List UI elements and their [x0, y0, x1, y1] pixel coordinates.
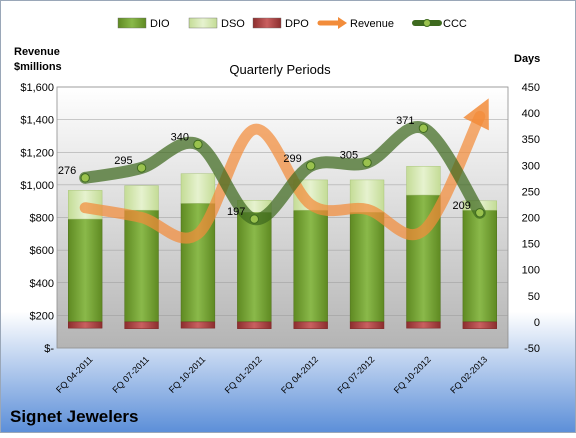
left-tick-label-8: $1,600 — [20, 82, 54, 94]
dio-bar-4 — [293, 209, 328, 323]
right-axis: -50 0 50 100 150 200 250 300 350 400 450 — [522, 82, 540, 355]
dpo-bar-5 — [349, 321, 385, 329]
right-tick-label-2: 50 — [528, 291, 540, 303]
ccc-point-2 — [193, 139, 203, 150]
dio-bar-5 — [349, 212, 385, 323]
ccc-point-7 — [475, 208, 485, 218]
line-layer — [79, 98, 489, 244]
right-tick-label-3: 100 — [522, 265, 540, 277]
dpo-bar-7 — [462, 321, 497, 329]
right-tick-label-6: 250 — [522, 186, 540, 198]
legend-label-dpo: DPO — [285, 18, 309, 30]
ccc-point-1 — [136, 163, 147, 173]
left-axis-label-line1: Revenue — [14, 46, 60, 58]
dpo-bar-3 — [237, 321, 272, 329]
dio-bar-1 — [124, 209, 159, 323]
ccc-point-3 — [249, 214, 260, 224]
legend-label-ccc: CCC — [443, 18, 467, 30]
ccc-data-label-0: 276 — [58, 165, 76, 177]
dpo-bar-6 — [406, 321, 441, 329]
ccc-point-4 — [305, 161, 316, 171]
dso-bar-1 — [124, 185, 159, 211]
ccc-data-label-2: 340 — [171, 131, 189, 143]
left-axis: $- $200 $400 $600 $800 $1,000 $1,200 $1,400 $1,6… — [20, 82, 54, 355]
right-tick-label-8: 350 — [522, 134, 540, 146]
right-tick-label-1: 0 — [534, 317, 540, 329]
dpo-bar-0 — [68, 321, 103, 329]
legend: DIO DSO DPO Revenue CCC — [117, 17, 467, 30]
dio-bar-3 — [237, 212, 272, 323]
left-tick-label-5: $1,000 — [20, 180, 54, 192]
left-tick-label-7: $1,400 — [20, 115, 54, 127]
data-label-layer: 276 295 340 197 299 305 371 209 — [58, 115, 471, 218]
ccc-data-label-5: 305 — [340, 150, 358, 162]
bar-layer — [68, 166, 497, 329]
revenue-line — [79, 98, 489, 244]
left-tick-label-0: $- — [44, 343, 54, 355]
legend-label-revenue: Revenue — [350, 18, 394, 30]
left-tick-label-6: $1,200 — [20, 147, 54, 159]
left-axis-label-line2: $millions — [14, 61, 62, 73]
ccc-data-label-1: 295 — [114, 155, 132, 167]
right-tick-label-5: 200 — [522, 213, 540, 225]
right-tick-label-10: 450 — [522, 82, 540, 94]
dpo-bar-1 — [124, 321, 159, 329]
right-axis-label: Days — [514, 53, 540, 65]
legend-dio-swatch — [117, 17, 147, 29]
legend-dso-swatch — [188, 17, 218, 29]
ccc-point-5 — [362, 157, 372, 168]
right-tick-label-9: 400 — [522, 108, 540, 120]
left-tick-label-2: $400 — [30, 278, 54, 290]
left-tick-label-3: $600 — [30, 245, 54, 257]
dio-bar-7 — [462, 209, 497, 323]
legend-dpo-swatch — [252, 17, 282, 29]
dpo-bar-2 — [180, 321, 216, 329]
ccc-data-label-3: 197 — [227, 206, 245, 218]
legend-ccc-marker — [423, 19, 431, 27]
ccc-point-6 — [418, 123, 429, 133]
right-tick-label-4: 150 — [522, 239, 540, 251]
ccc-data-label-4: 299 — [283, 153, 301, 165]
dso-bar-6 — [406, 166, 441, 196]
company-name: Signet Jewelers — [10, 407, 139, 426]
dso-bar-2 — [180, 173, 216, 204]
dio-bar-0 — [68, 218, 103, 323]
left-tick-label-4: $800 — [30, 213, 54, 225]
dpo-bar-4 — [293, 321, 328, 329]
right-tick-label-7: 300 — [522, 160, 540, 172]
legend-label-dso: DSO — [221, 18, 245, 30]
legend-revenue-arrow — [338, 17, 347, 29]
right-tick-label-0: -50 — [524, 343, 540, 355]
ccc-data-label-6: 371 — [396, 115, 414, 127]
legend-label-dio: DIO — [150, 18, 170, 30]
ccc-data-label-7: 209 — [452, 200, 470, 212]
chart-title: Quarterly Periods — [229, 62, 331, 77]
left-tick-label-1: $200 — [30, 310, 54, 322]
ccc-point-0 — [80, 173, 90, 183]
